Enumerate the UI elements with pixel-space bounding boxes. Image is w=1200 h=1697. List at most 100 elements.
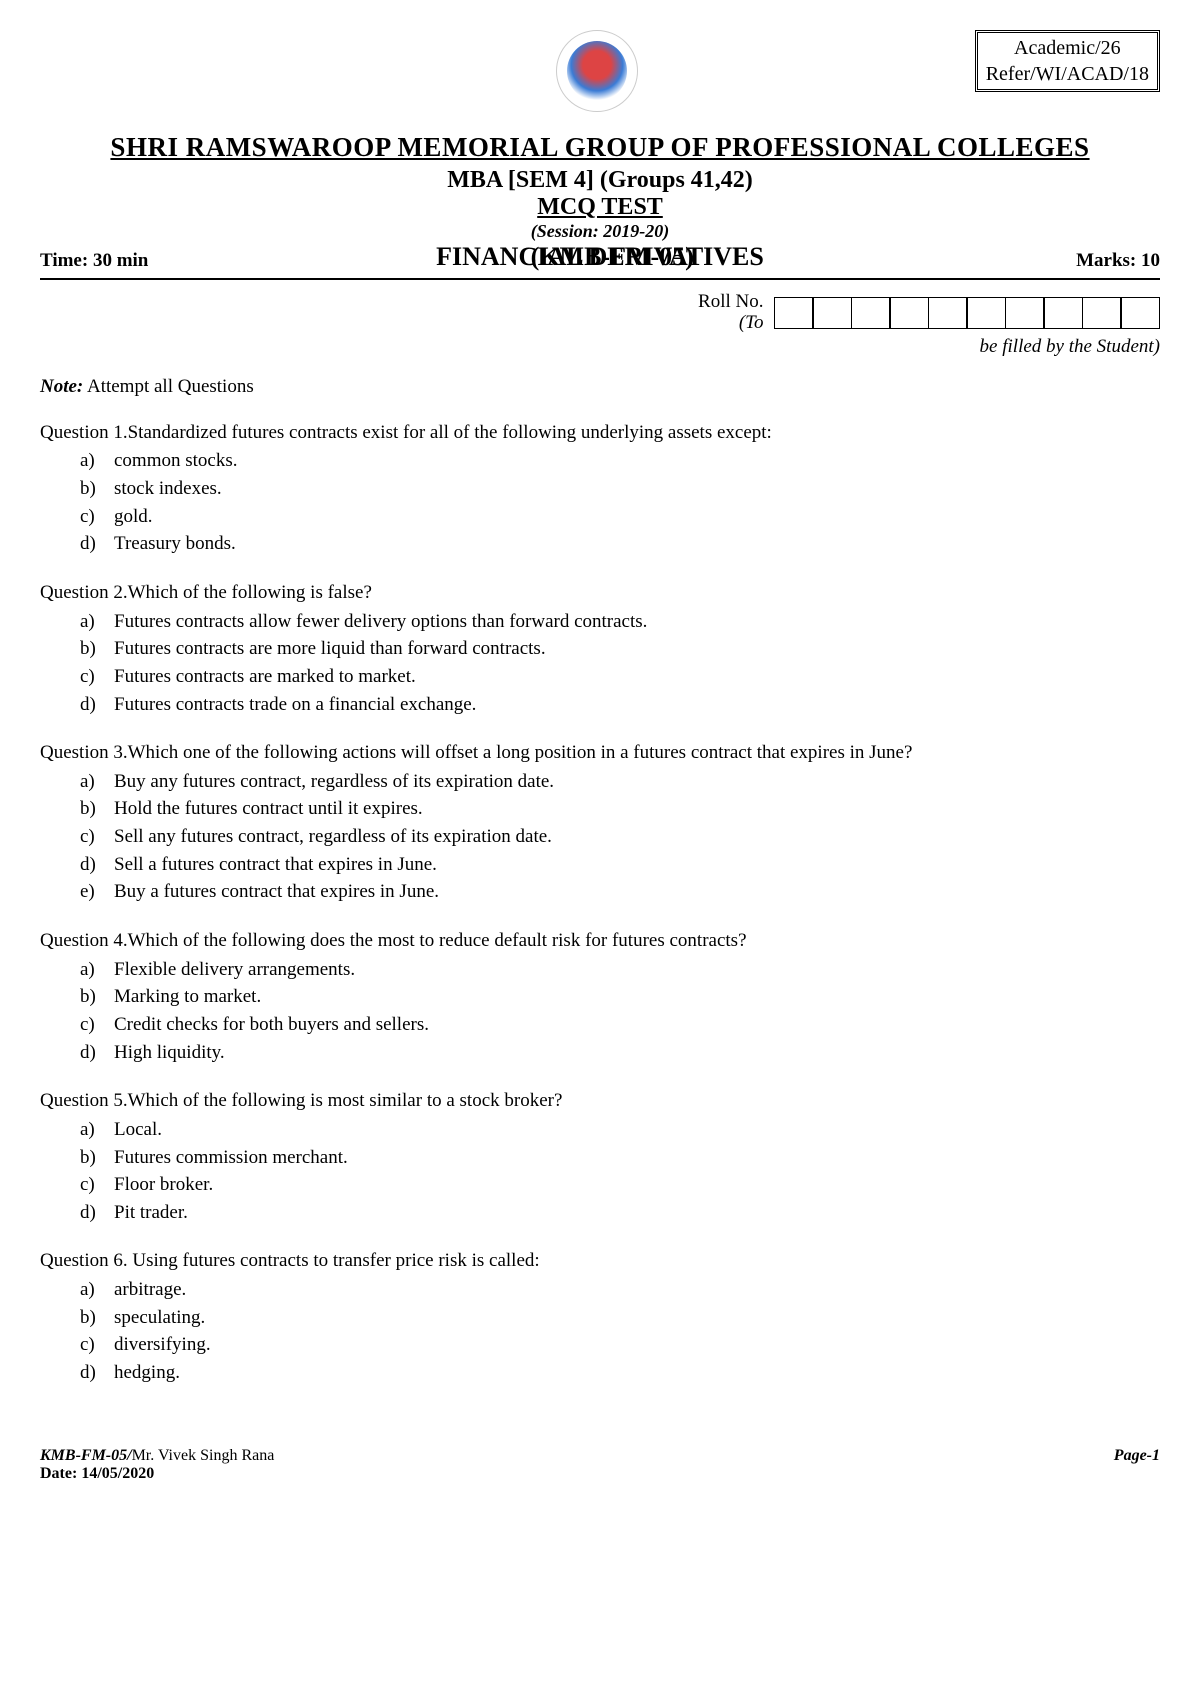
option: c) Sell any futures contract, regardless … bbox=[80, 823, 1160, 851]
option-text: Futures commission merchant. bbox=[114, 1145, 348, 1171]
option-text: Treasury bonds. bbox=[114, 531, 236, 557]
option: a)Flexible delivery arrangements. bbox=[80, 956, 1160, 984]
roll-cell[interactable] bbox=[928, 297, 968, 329]
option-text: arbitrage. bbox=[114, 1277, 186, 1303]
option-letter: b) bbox=[80, 1145, 104, 1171]
note-line: Note: Attempt all Questions bbox=[40, 376, 1160, 398]
roll-cell[interactable] bbox=[889, 297, 929, 329]
college-logo bbox=[556, 30, 638, 112]
option-text: Pit trader. bbox=[114, 1200, 188, 1226]
roll-cell[interactable] bbox=[1005, 297, 1045, 329]
options: a)Buy any futures contract, regardless o… bbox=[80, 768, 1160, 906]
option: d)Sell a futures contract that expires i… bbox=[80, 851, 1160, 879]
option-letter: d) bbox=[80, 692, 104, 718]
options: a)common stocks.b)stock indexes.c)gold.d… bbox=[80, 447, 1160, 558]
option-text: High liquidity. bbox=[114, 1040, 225, 1066]
question: Question 3.Which one of the following ac… bbox=[40, 740, 1160, 906]
options: a)Flexible delivery arrangements.b)Marki… bbox=[80, 956, 1160, 1067]
question-text: Question 3.Which one of the following ac… bbox=[40, 740, 1160, 766]
option: d) Pit trader. bbox=[80, 1199, 1160, 1227]
marks-label: Marks: 10 bbox=[1076, 250, 1160, 272]
question-text: Question 5.Which of the following is mos… bbox=[40, 1088, 1160, 1114]
roll-cell[interactable] bbox=[1082, 297, 1122, 329]
option-letter: b) bbox=[80, 984, 104, 1010]
note-label: Note: bbox=[40, 376, 83, 397]
option-text: diversifying. bbox=[114, 1332, 211, 1358]
option-text: Hold the futures contract until it expir… bbox=[114, 796, 423, 822]
option-letter: b) bbox=[80, 636, 104, 662]
top-row: Academic/26 Refer/WI/ACAD/18 bbox=[40, 30, 1160, 112]
option: a)common stocks. bbox=[80, 447, 1160, 475]
option-letter: d) bbox=[80, 1200, 104, 1226]
question: Question 1.Standardized futures contract… bbox=[40, 420, 1160, 558]
roll-cell[interactable] bbox=[1120, 297, 1160, 329]
option-letter: c) bbox=[80, 664, 104, 690]
question: Question 6. Using futures contracts to t… bbox=[40, 1248, 1160, 1386]
footer-date: 14/05/2020 bbox=[81, 1465, 154, 1482]
option: b) Hold the futures contract until it exp… bbox=[80, 795, 1160, 823]
option: b) Futures commission merchant. bbox=[80, 1144, 1160, 1172]
code-line: (KMB-FM-05) bbox=[148, 242, 1076, 272]
footer-date-label: Date: bbox=[40, 1465, 81, 1482]
option-text: Futures contracts are marked to market. bbox=[114, 664, 416, 690]
option-letter: d) bbox=[80, 1360, 104, 1386]
test-type: MCQ TEST bbox=[40, 194, 1160, 221]
option-text: Flexible delivery arrangements. bbox=[114, 957, 355, 983]
footer-code: KMB-FM-05/ bbox=[40, 1447, 132, 1464]
roll-cell[interactable] bbox=[812, 297, 852, 329]
option-text: Credit checks for both buyers and seller… bbox=[114, 1012, 429, 1038]
college-title: SHRI RAMSWAROOP MEMORIAL GROUP OF PROFES… bbox=[40, 132, 1160, 163]
option: a)Futures contracts allow fewer delivery… bbox=[80, 608, 1160, 636]
option-text: stock indexes. bbox=[114, 476, 222, 502]
roll-cell[interactable] bbox=[1043, 297, 1083, 329]
footer-author: Mr. Vivek Singh Rana bbox=[132, 1447, 275, 1464]
option: c) Floor broker. bbox=[80, 1171, 1160, 1199]
roll-boxes[interactable] bbox=[774, 297, 1161, 329]
option: b)speculating. bbox=[80, 1304, 1160, 1332]
option-letter: a) bbox=[80, 1117, 104, 1143]
option: c)Credit checks for both buyers and sell… bbox=[80, 1011, 1160, 1039]
options: a) arbitrage.b)speculating.c)diversifying… bbox=[80, 1276, 1160, 1387]
reference-box: Academic/26 Refer/WI/ACAD/18 bbox=[975, 30, 1160, 92]
question: Question 2.Which of the following is fal… bbox=[40, 580, 1160, 718]
option-text: Floor broker. bbox=[114, 1172, 213, 1198]
option-letter: c) bbox=[80, 824, 104, 850]
option: e)Buy a futures contract that expires in… bbox=[80, 878, 1160, 906]
fill-note: be filled by the Student) bbox=[40, 336, 1160, 358]
option: c)diversifying. bbox=[80, 1331, 1160, 1359]
option: b) stock indexes. bbox=[80, 475, 1160, 503]
roll-to-text: (To bbox=[698, 313, 763, 334]
roll-label: Roll No. (To bbox=[698, 292, 763, 334]
program-line: MBA [SEM 4] (Groups 41,42) bbox=[40, 167, 1160, 194]
option-letter: a) bbox=[80, 769, 104, 795]
option-text: Buy a futures contract that expires in J… bbox=[114, 879, 439, 905]
option-letter: d) bbox=[80, 852, 104, 878]
roll-cell[interactable] bbox=[774, 297, 814, 329]
meta-row: Time: 30 min (KMB-FM-05) Marks: 10 bbox=[40, 242, 1160, 280]
option: b)Marking to market. bbox=[80, 983, 1160, 1011]
option: d) High liquidity. bbox=[80, 1039, 1160, 1067]
ref-line-2: Refer/WI/ACAD/18 bbox=[986, 61, 1149, 87]
footer-page: Page-1 bbox=[1114, 1447, 1160, 1483]
option-letter: a) bbox=[80, 1277, 104, 1303]
option-letter: d) bbox=[80, 1040, 104, 1066]
option-letter: c) bbox=[80, 1172, 104, 1198]
option-text: Sell any futures contract, regardless of… bbox=[114, 824, 552, 850]
option: c) Futures contracts are marked to market… bbox=[80, 663, 1160, 691]
option-text: Futures contracts trade on a financial e… bbox=[114, 692, 476, 718]
question: Question 4.Which of the following does t… bbox=[40, 928, 1160, 1066]
ref-line-1: Academic/26 bbox=[986, 35, 1149, 61]
roll-cell[interactable] bbox=[966, 297, 1006, 329]
option-letter: b) bbox=[80, 476, 104, 502]
question-text: Question 1.Standardized futures contract… bbox=[40, 420, 1160, 446]
question-text: Question 4.Which of the following does t… bbox=[40, 928, 1160, 954]
option-letter: b) bbox=[80, 796, 104, 822]
option-text: Futures contracts allow fewer delivery o… bbox=[114, 609, 647, 635]
option-text: gold. bbox=[114, 504, 153, 530]
option: a)Local. bbox=[80, 1116, 1160, 1144]
option-letter: d) bbox=[80, 531, 104, 557]
footer-left: KMB-FM-05/Mr. Vivek Singh Rana Date: 14/… bbox=[40, 1447, 274, 1483]
option: b)Futures contracts are more liquid than… bbox=[80, 635, 1160, 663]
roll-cell[interactable] bbox=[851, 297, 891, 329]
roll-row: Roll No. (To bbox=[40, 292, 1160, 334]
